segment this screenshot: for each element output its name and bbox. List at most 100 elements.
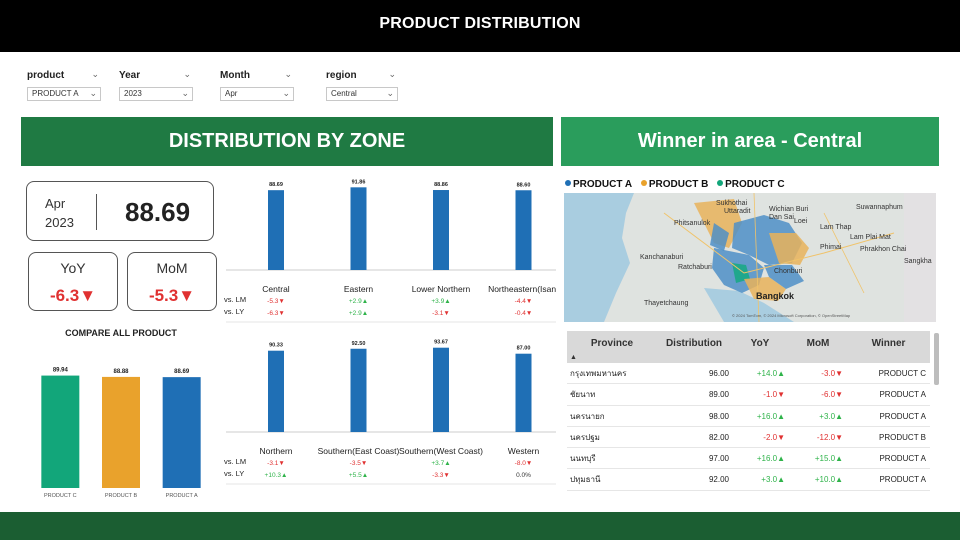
slicer-dropdown[interactable]: PRODUCT A ⌄ (27, 87, 101, 101)
kpi-yoy-card: YoY -6.3▼ (28, 252, 118, 311)
vs-lm-value: +3.9▲ (431, 298, 450, 305)
table-header: Province ▲ Distribution YoY MoM Winner (567, 331, 930, 363)
data-label: 88.60 (517, 182, 531, 188)
compare-product-chart: 89.94 PRODUCT C 88.88 PRODUCT B 88.69 PRODUCT… (41, 368, 201, 499)
compare-all-product-title: COMPARE ALL PRODUCT (65, 328, 177, 338)
slicer-region[interactable]: region ⌄ Central ⌄ (326, 69, 398, 101)
cell-distribution: 98.00 (708, 411, 729, 421)
row-label: vs. LM (224, 457, 246, 466)
vs-ly-value: +2.9▲ (349, 310, 368, 317)
col-winner[interactable]: Winner (871, 338, 906, 349)
distribution-by-zone-banner: DISTRIBUTION BY ZONE (21, 117, 553, 166)
vs-ly-value: -0.4▼ (515, 310, 533, 317)
table-row[interactable]: กรุงเทพมหานคร 96.00 +14.0▲ -3.0▼ PRODUCT C (567, 363, 930, 385)
cell-province: ปทุมธานี (570, 475, 601, 485)
cell-yoy: +3.0▲ (761, 475, 785, 485)
bar[interactable] (433, 347, 449, 432)
chevron-down-icon: ⌄ (386, 88, 394, 98)
table-body: กรุงเทพมหานคร 96.00 +14.0▲ -3.0▼ PRODUCT C ชั… (567, 363, 930, 491)
col-province[interactable]: Province ▲ (567, 331, 657, 363)
map-label: Lam Thap (820, 224, 851, 231)
chevron-down-icon[interactable]: ⌄ (284, 69, 292, 79)
map-label: Suwannaphum (856, 204, 903, 211)
legend-item-product-c: PRODUCT C (717, 179, 785, 190)
chevron-down-icon[interactable]: ⌄ (183, 69, 191, 79)
table-row[interactable]: ปทุมธานี 92.00 +3.0▲ +10.0▲ PRODUCT A (567, 469, 930, 491)
col-yoy[interactable]: YoY (750, 338, 770, 349)
category-label: Southern(West Coast) (399, 446, 483, 456)
bar[interactable] (268, 190, 284, 270)
legend-item-product-a: PRODUCT A (565, 179, 632, 190)
cell-mom: -6.0▼ (821, 390, 843, 400)
legend-item-product-b: PRODUCT B (640, 179, 708, 190)
vs-ly-value: -6.3▼ (267, 310, 285, 317)
bar[interactable] (433, 190, 449, 270)
category-label: Eastern (344, 284, 374, 294)
table-scrollbar[interactable] (934, 333, 939, 385)
cell-yoy: +16.0▲ (756, 411, 785, 421)
map-label: Lam Plai Mat (850, 234, 891, 241)
chevron-down-icon[interactable]: ⌄ (91, 69, 99, 79)
bar[interactable] (41, 375, 80, 488)
map-label-bangkok: Bangkok (756, 291, 795, 301)
vs-ly-value: 0.0% (516, 472, 531, 479)
cell-province: ชัยนาท (570, 390, 596, 400)
table-row[interactable]: นนทบุรี 97.00 +16.0▲ +15.0▲ PRODUCT A (567, 448, 930, 470)
bar[interactable] (350, 348, 367, 432)
data-label: 88.69 (269, 182, 283, 188)
slicer-label: Month (220, 70, 250, 81)
map-legend: PRODUCT A PRODUCT B PRODUCT C (565, 179, 791, 190)
bar[interactable] (350, 187, 367, 270)
bar[interactable] (515, 190, 532, 270)
col-distribution[interactable]: Distribution (665, 338, 723, 349)
sort-ascending-icon[interactable]: ▲ (570, 354, 577, 361)
data-label: 88.86 (434, 182, 448, 188)
cell-winner: PRODUCT C (878, 369, 926, 378)
region-map[interactable]: Sukhothai Uttaradit Wichian Buri Dan Sai… (564, 193, 936, 322)
kpi-yoy-label: YoY (60, 260, 86, 276)
data-label: 90.33 (269, 343, 283, 349)
table-row[interactable]: นครนายก 98.00 +16.0▲ +3.0▲ PRODUCT A (567, 406, 930, 427)
vs-lm-value: +3.7▲ (431, 460, 450, 467)
slicer-product[interactable]: product ⌄ PRODUCT A ⌄ (27, 69, 101, 101)
data-label: 89.94 (53, 368, 69, 374)
vs-lm-value: -3.1▼ (267, 460, 285, 467)
vs-lm-value: -3.5▼ (350, 460, 368, 467)
slicer-label: region (326, 70, 357, 81)
category-label: Northern (259, 446, 292, 456)
chevron-down-icon: ⌄ (89, 88, 97, 98)
cell-mom: +15.0▲ (814, 454, 843, 464)
slicer-month[interactable]: Month ⌄ Apr ⌄ (220, 69, 294, 101)
bar[interactable] (515, 353, 532, 432)
bar[interactable] (268, 350, 284, 432)
cell-mom: +10.0▲ (814, 475, 843, 485)
map-label: Thayetchaung (644, 300, 688, 307)
arrow-down-icon: ▼ (178, 286, 196, 305)
bar[interactable] (162, 377, 201, 488)
slicer-dropdown[interactable]: Apr ⌄ (220, 87, 294, 101)
map-label: Sukhothai (716, 200, 748, 207)
data-label: 91.86 (352, 179, 366, 185)
row-label: vs. LY (224, 307, 244, 316)
category-label: Northeastern(Isan) (488, 284, 556, 294)
cell-yoy: +14.0▲ (756, 369, 785, 378)
map-attribution: © 2024 TomTom, © 2024 Microsoft Corporat… (732, 313, 851, 318)
vs-lm-value: -5.3▼ (267, 298, 285, 305)
data-label: 93.67 (434, 340, 448, 346)
zone-chart-top: vs. LM vs. LY 88.69 Central -5.3▼ -6.3▼ 91.86 E… (224, 179, 556, 323)
slicer-dropdown[interactable]: 2023 ⌄ (119, 87, 193, 101)
chevron-down-icon[interactable]: ⌄ (388, 69, 396, 79)
vs-ly-value: +10.3▲ (265, 472, 288, 479)
col-mom[interactable]: MoM (806, 338, 830, 349)
category-label: PRODUCT C (44, 493, 77, 499)
slicer-label: Year (119, 70, 141, 81)
cell-mom: -3.0▼ (821, 369, 843, 378)
slicer-year[interactable]: Year ⌄ 2023 ⌄ (119, 69, 193, 101)
table-row[interactable]: นครปฐม 82.00 -2.0▼ -12.0▼ PRODUCT B (567, 427, 930, 449)
table-row[interactable]: ชัยนาท 89.00 -1.0▼ -6.0▼ PRODUCT A (567, 384, 930, 406)
slicer-dropdown[interactable]: Central ⌄ (326, 87, 398, 101)
kpi-divider (96, 194, 97, 230)
kpi-distribution-card: Apr 2023 88.69 (26, 181, 214, 241)
map-label: Ratchaburi (678, 264, 712, 271)
bar[interactable] (102, 376, 140, 488)
